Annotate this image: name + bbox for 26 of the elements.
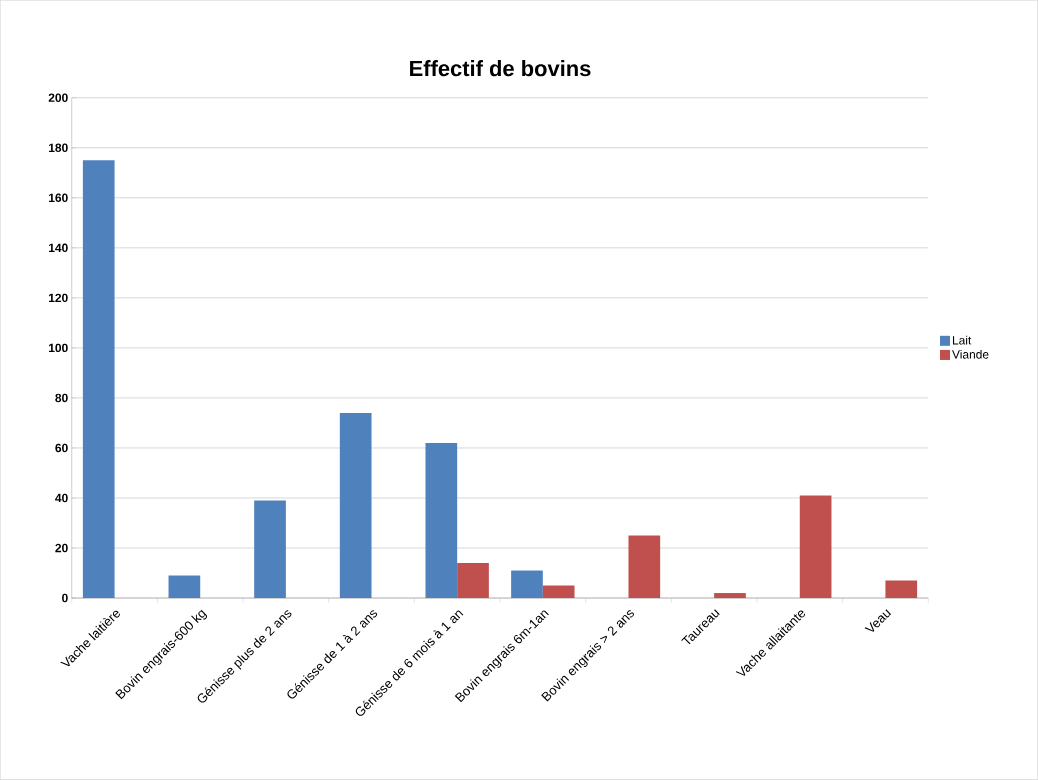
y-tick-label: 0 xyxy=(62,593,68,603)
y-tick-label: 160 xyxy=(49,193,68,203)
bar xyxy=(168,575,201,599)
legend-label: Viande xyxy=(952,349,989,359)
bar xyxy=(714,593,746,599)
bar xyxy=(885,580,918,599)
bar xyxy=(254,500,286,599)
bar xyxy=(339,413,372,599)
bar xyxy=(628,535,661,599)
legend-label: Lait xyxy=(952,335,972,345)
y-tick-label: 180 xyxy=(49,143,68,153)
bar xyxy=(511,570,543,599)
y-tick-label: 40 xyxy=(55,493,68,503)
bar xyxy=(457,563,489,599)
y-tick-label: 200 xyxy=(48,93,68,103)
y-tick-label: 120 xyxy=(49,293,68,303)
chart-title: Effectif de bovins xyxy=(410,60,591,77)
bar xyxy=(542,585,575,599)
bar xyxy=(799,495,832,599)
bar xyxy=(82,160,115,599)
bar xyxy=(425,443,458,599)
y-tick-label: 80 xyxy=(55,393,68,403)
y-tick-label: 100 xyxy=(49,343,68,353)
y-tick-label: 60 xyxy=(55,443,68,453)
y-tick-label: 20 xyxy=(55,543,68,553)
y-tick-label: 140 xyxy=(49,243,68,253)
